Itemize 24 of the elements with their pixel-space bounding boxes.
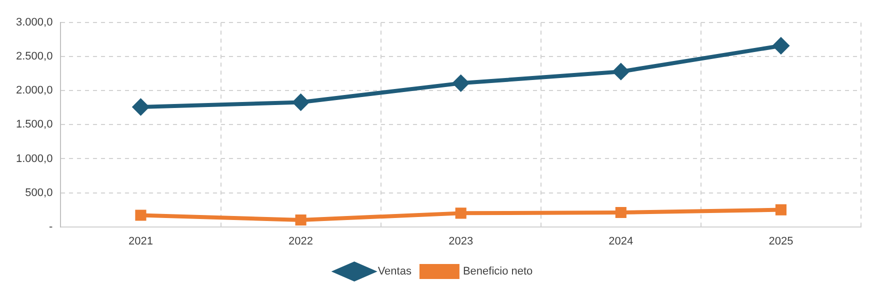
y-tick-label: 2.000,0 xyxy=(16,84,53,97)
x-tick-label: 2025 xyxy=(768,235,794,248)
y-tick-label: 3.000,0 xyxy=(16,16,53,29)
point xyxy=(135,210,146,221)
y-tick-label: 2.500,0 xyxy=(16,50,53,63)
y-tick-label: - xyxy=(49,220,54,233)
point xyxy=(452,75,469,92)
point xyxy=(132,99,149,116)
y-tick-label: 500,0 xyxy=(25,186,53,199)
y-tick-label: 1.000,0 xyxy=(16,152,53,165)
point xyxy=(455,208,466,219)
point xyxy=(772,38,789,54)
point xyxy=(292,94,309,110)
point xyxy=(615,206,626,218)
x-tick-label: 2022 xyxy=(288,235,314,248)
y-tick-label: 1.500,0 xyxy=(16,118,53,131)
point xyxy=(612,64,629,80)
legend-label: Ventas xyxy=(378,266,412,278)
point xyxy=(775,204,787,216)
point xyxy=(295,214,306,226)
x-tick-label: 2024 xyxy=(608,235,634,248)
x-tick-label: 2021 xyxy=(128,235,153,248)
legend-label: Beneficio neto xyxy=(462,266,533,278)
x-tick-label: 2023 xyxy=(448,235,474,248)
